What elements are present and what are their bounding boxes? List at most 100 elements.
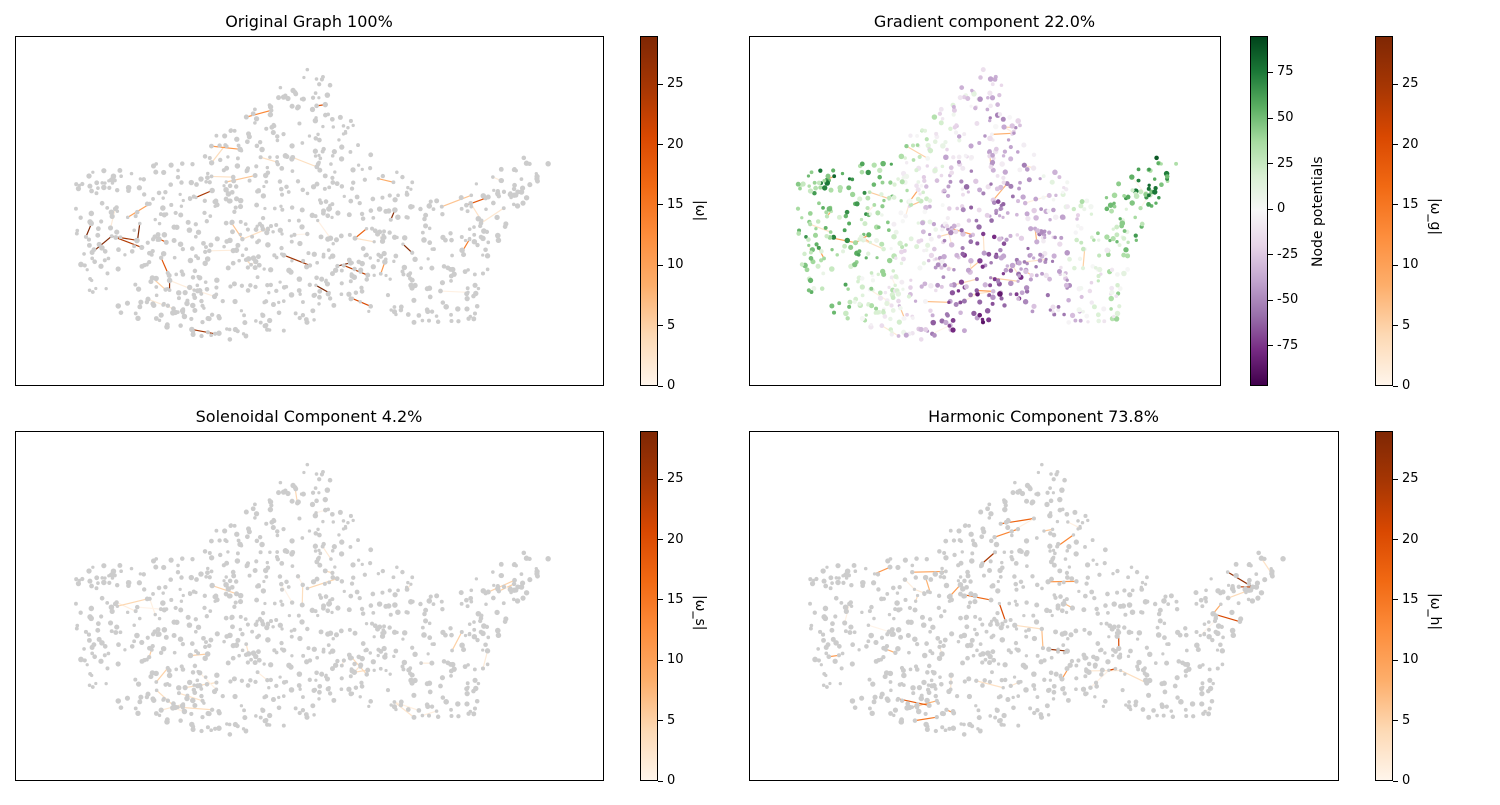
network-node bbox=[819, 258, 824, 263]
network-node bbox=[388, 277, 392, 281]
network-node bbox=[819, 286, 825, 291]
network-node bbox=[982, 678, 987, 683]
network-node bbox=[1053, 629, 1058, 635]
network-node bbox=[137, 221, 142, 226]
network-node bbox=[514, 203, 521, 209]
network-node bbox=[850, 642, 856, 648]
network-node bbox=[1225, 595, 1231, 601]
network-node bbox=[1072, 265, 1077, 271]
network-node bbox=[202, 154, 208, 159]
network-node bbox=[1022, 260, 1027, 264]
network-node bbox=[930, 624, 936, 630]
network-node bbox=[1133, 699, 1139, 705]
network-node bbox=[1269, 568, 1275, 575]
network-node bbox=[956, 639, 961, 644]
network-node bbox=[256, 238, 262, 243]
network-node bbox=[994, 618, 999, 624]
network-edge bbox=[315, 284, 330, 294]
network-node bbox=[277, 574, 283, 579]
network-node bbox=[1164, 174, 1170, 179]
network-node bbox=[826, 654, 832, 660]
network-node bbox=[107, 620, 114, 626]
network-edge bbox=[115, 236, 142, 248]
network-node bbox=[200, 715, 205, 720]
ticks0-tick: 10 bbox=[658, 257, 684, 273]
network-node bbox=[828, 586, 833, 591]
network-node bbox=[245, 651, 252, 657]
network-node bbox=[220, 694, 225, 699]
network-node bbox=[892, 616, 896, 621]
network-node bbox=[459, 642, 465, 649]
network-node bbox=[1154, 155, 1159, 161]
network-node bbox=[180, 161, 185, 166]
network-node bbox=[988, 622, 993, 627]
network-node bbox=[262, 300, 267, 305]
network-node bbox=[1030, 309, 1035, 314]
network-node bbox=[1201, 685, 1205, 689]
network-node bbox=[1178, 699, 1184, 705]
network-node bbox=[877, 174, 882, 180]
network-node bbox=[229, 615, 234, 621]
panel3-colorbar-label: |ω_s| bbox=[692, 595, 708, 631]
network-node bbox=[965, 267, 971, 273]
network-node bbox=[1134, 238, 1138, 242]
network-node bbox=[256, 188, 261, 193]
network-node bbox=[850, 177, 855, 182]
network-node bbox=[161, 564, 167, 571]
network-node bbox=[824, 210, 829, 215]
network-node bbox=[976, 715, 982, 721]
network-node bbox=[83, 629, 88, 634]
network-node bbox=[818, 168, 823, 173]
network-node bbox=[917, 265, 923, 271]
network-node bbox=[418, 601, 423, 607]
network-node bbox=[899, 249, 904, 255]
network-node bbox=[109, 629, 114, 634]
network-node bbox=[812, 232, 818, 238]
network-node bbox=[196, 651, 201, 656]
network-node bbox=[849, 661, 855, 667]
network-node bbox=[466, 290, 470, 294]
network-node bbox=[1091, 558, 1095, 562]
network-node bbox=[924, 184, 929, 189]
network-node bbox=[1255, 595, 1261, 601]
network-node bbox=[908, 619, 914, 625]
network-node bbox=[1091, 304, 1097, 310]
network-node bbox=[281, 299, 286, 303]
network-node bbox=[423, 618, 429, 624]
network-node bbox=[837, 644, 842, 649]
network-node bbox=[1041, 195, 1046, 200]
network-node bbox=[267, 686, 271, 690]
network-node bbox=[969, 154, 975, 160]
network-node bbox=[321, 254, 326, 259]
network-node bbox=[1162, 635, 1167, 641]
network-node bbox=[362, 572, 367, 577]
network-node bbox=[339, 292, 344, 297]
network-node bbox=[946, 227, 950, 231]
network-node bbox=[267, 723, 272, 727]
network-node bbox=[888, 180, 893, 185]
network-node bbox=[796, 231, 802, 236]
network-node bbox=[1226, 583, 1231, 587]
network-node bbox=[1229, 627, 1236, 634]
network-node bbox=[843, 608, 849, 614]
network-node bbox=[75, 580, 82, 587]
network-node bbox=[843, 213, 849, 219]
network-node bbox=[938, 574, 943, 579]
network-node bbox=[401, 235, 408, 241]
network-node bbox=[807, 211, 813, 216]
network-node bbox=[160, 250, 167, 257]
network-node bbox=[87, 288, 92, 293]
network-node bbox=[1078, 526, 1082, 530]
network-node bbox=[823, 225, 828, 230]
network-node bbox=[279, 166, 285, 171]
network-node bbox=[231, 281, 237, 287]
network-node bbox=[107, 179, 111, 183]
network-node bbox=[448, 273, 454, 279]
network-node bbox=[906, 294, 912, 299]
network-node bbox=[964, 624, 970, 630]
network-node bbox=[830, 621, 835, 627]
network-node bbox=[869, 271, 874, 275]
network-node bbox=[278, 85, 283, 90]
network-node bbox=[204, 179, 209, 184]
network-node bbox=[329, 511, 335, 517]
